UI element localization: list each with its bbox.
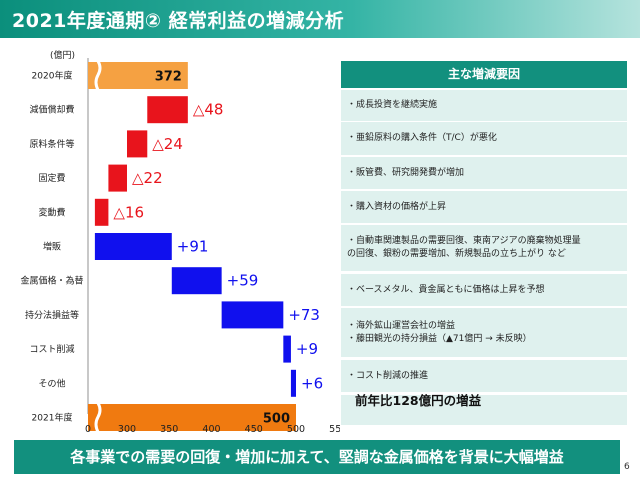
bar-increase — [221, 301, 284, 329]
factor-row: ・コスト削減の推進 — [341, 360, 627, 392]
category-label: 持分法損益等 — [25, 309, 79, 321]
factor-line: ・成長投資を継続実施 — [347, 100, 438, 110]
category-label: 原料条件等 — [29, 138, 74, 150]
factor-row: ・ベースメタル、貴金属ともに価格は上昇を予想 — [341, 274, 627, 306]
category-label: 金属価格・為替 — [20, 275, 83, 287]
axis-break-mark — [94, 402, 102, 433]
x-tick-label: 0 — [85, 424, 91, 435]
factor-row: ・成長投資を継続実施 — [341, 90, 627, 121]
summary-text: 前年比128億円の増益 — [355, 393, 482, 408]
bar-increase — [283, 335, 291, 363]
factor-line: ・海外鉱山運営会社の増益 — [347, 320, 456, 331]
axis-break-mark — [94, 60, 102, 91]
factor-line: の回復、銀粉の需要増加、新規製品の立ち上がり など — [347, 249, 566, 259]
bar-increase — [290, 369, 296, 397]
bar-decrease — [94, 198, 109, 226]
factor-text: ・亜鉛原料の購入条件（T/C）が悪化 — [347, 132, 497, 145]
factor-line: ・自動車関連製品の需要回復、東南アジアの廃棄物処理量 — [347, 236, 581, 246]
x-tick-label: 350 — [160, 424, 178, 435]
factor-text: ・購入資材の価格が上昇 — [347, 201, 446, 214]
category-label: コスト削減 — [29, 343, 74, 355]
x-tick-label: 450 — [245, 424, 263, 435]
bar-total — [88, 404, 296, 431]
factor-line: ・コスト削減の推進 — [347, 370, 429, 381]
bar-increase — [171, 267, 222, 295]
x-tick-label: 500 — [287, 424, 305, 435]
data-label: +9 — [296, 340, 318, 358]
data-label: +91 — [177, 238, 209, 256]
data-label: +73 — [288, 306, 320, 324]
data-label: △48 — [193, 101, 224, 119]
factor-text: ・海外鉱山運営会社の増益・藤田観光の持分損益（▲71億円 → 未反映） — [347, 320, 532, 346]
category-label: 2020年度 — [32, 70, 73, 82]
bar-decrease — [127, 130, 148, 158]
bar-decrease — [108, 164, 127, 192]
factor-text: ・自動車関連製品の需要回復、東南アジアの廃棄物処理量 の回復、銀粉の需要増加、新規… — [347, 235, 581, 261]
category-label: 2021年度 — [32, 412, 73, 424]
x-tick-label: 550 — [329, 424, 340, 435]
page-number: 6 — [624, 462, 630, 472]
factor-row: ・亜鉛原料の購入条件（T/C）が悪化 — [341, 122, 627, 155]
factor-row: ・購入資材の価格が上昇 — [341, 191, 627, 223]
x-tick-label: 400 — [202, 424, 220, 435]
bar-decrease — [147, 96, 188, 124]
factor-row — [341, 395, 627, 425]
data-label: +59 — [227, 272, 259, 290]
page-title: 2021年度通期② 経常利益の増減分析 — [12, 10, 345, 32]
factors-panel-header: 主な増減要因 — [341, 61, 627, 88]
footer-text: 各事業での需要の回復・増加に加えて、堅調な金属価格を背景に大幅増益 — [70, 448, 564, 466]
factor-line: ・藤田観光の持分損益（▲71億円 → 未反映） — [347, 333, 532, 344]
category-label: 固定費 — [38, 172, 65, 184]
factors-panel: 主な増減要因 ・成長投資を継続実施・亜鉛原料の購入条件（T/C）が悪化 ・販管費、… — [341, 61, 627, 425]
category-label: 減価償却費 — [29, 104, 74, 116]
category-label: 変動費 — [38, 206, 65, 218]
data-label: 372 — [155, 70, 182, 85]
bar-total — [88, 62, 188, 89]
factor-text: ・ベースメタル、貴金属ともに価格は上昇を予想 — [347, 284, 545, 297]
waterfall-chart: (億円) 2020年度 372 減価償却費 △48 原料条件等 △24 固定費 △22 変動費 △1… — [20, 49, 340, 435]
data-label: 500 — [263, 412, 290, 427]
factor-row: ・販管費、研究開発費が増加 — [341, 157, 627, 189]
factor-text: ・コスト削減の推進 — [347, 370, 428, 383]
factor-row: ・自動車関連製品の需要回復、東南アジアの廃棄物処理量 の回復、銀粉の需要増加、新規… — [341, 225, 627, 271]
data-label: +6 — [301, 374, 323, 392]
factor-row: ・海外鉱山運営会社の増益・藤田観光の持分損益（▲71億円 → 未反映） — [341, 308, 627, 357]
factor-line: ・購入資材の価格が上昇 — [347, 201, 447, 212]
data-label: △22 — [132, 169, 163, 187]
unit-label: (億円) — [50, 49, 75, 61]
factor-line: ・販管費、研究開発費が増加 — [347, 167, 465, 178]
title-bar: 2021年度通期② 経常利益の増減分析 — [0, 0, 640, 38]
footer-bar: 各事業での需要の回復・増加に加えて、堅調な金属価格を背景に大幅増益 — [14, 440, 620, 474]
factor-line: ・ベースメタル、貴金属ともに価格は上昇を予想 — [347, 284, 545, 295]
category-label: 増販 — [43, 241, 61, 253]
factor-line: ・亜鉛原料の購入条件（T/C）が悪化 — [347, 133, 497, 143]
x-tick-label: 300 — [118, 424, 136, 435]
factor-text: ・販管費、研究開発費が増加 — [347, 167, 464, 180]
data-label: △24 — [152, 135, 183, 153]
bar-increase — [94, 233, 172, 260]
data-label: △16 — [113, 203, 144, 221]
factor-text: ・成長投資を継続実施 — [347, 99, 437, 112]
category-label: その他 — [38, 377, 65, 389]
